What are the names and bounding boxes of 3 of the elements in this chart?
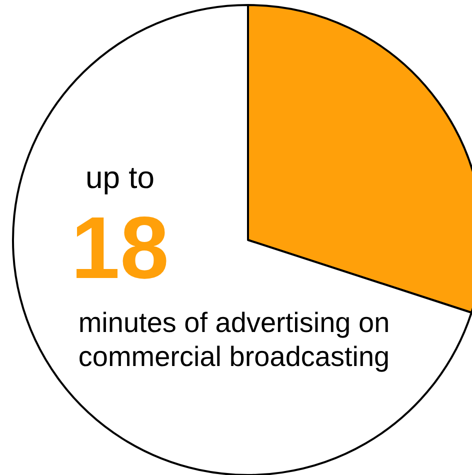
text: 18 [71, 198, 169, 297]
text: minutes of advertising on commercial broadcasting [78, 307, 390, 372]
text: up to [86, 160, 154, 195]
